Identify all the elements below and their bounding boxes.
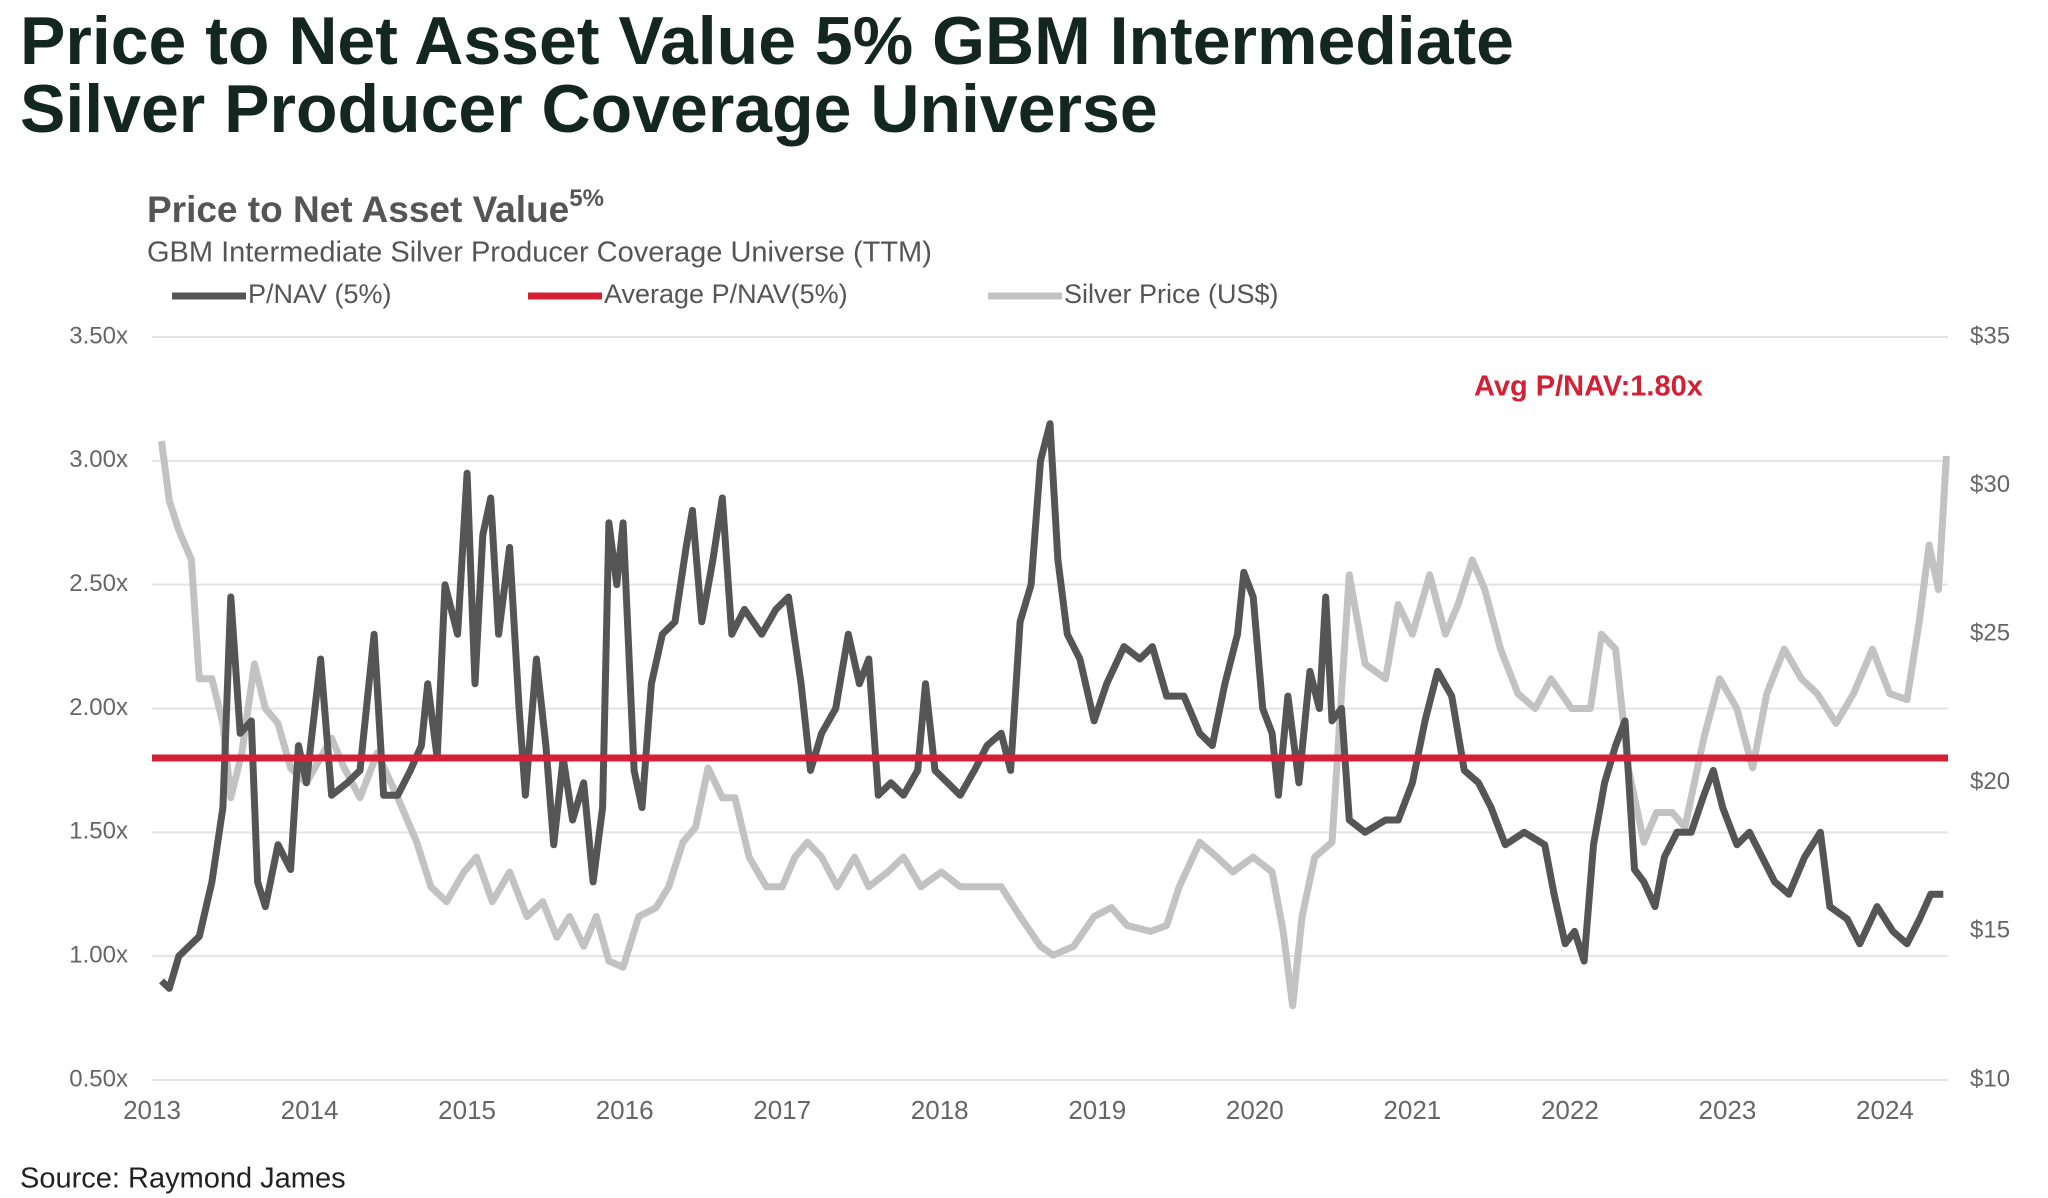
x-tick-label: 2022 bbox=[1541, 1095, 1599, 1125]
chart-title: Price to Net Asset Value5% bbox=[147, 185, 604, 229]
y-tick-label: 1.00x bbox=[69, 942, 128, 969]
y-tick-label: 3.50x bbox=[69, 322, 128, 349]
x-tick-label: 2021 bbox=[1383, 1095, 1441, 1125]
x-tick-label: 2018 bbox=[911, 1095, 969, 1125]
y-tick-label: 1.50x bbox=[69, 818, 128, 845]
y-tick-label: 2.00x bbox=[69, 694, 128, 721]
y-tick-label: 0.50x bbox=[69, 1065, 128, 1092]
y-tick-label: 2.50x bbox=[69, 570, 128, 597]
series-line bbox=[158, 440, 1950, 1010]
source: Source: Raymond James bbox=[20, 1163, 346, 1195]
chart-subtitle: GBM Intermediate Silver Producer Coverag… bbox=[147, 237, 932, 269]
x-tick-label: 2020 bbox=[1226, 1095, 1284, 1125]
x-tick-label: 2013 bbox=[123, 1095, 181, 1125]
chart-title-superscript: 5% bbox=[569, 185, 604, 212]
x-tick-label: 2017 bbox=[753, 1095, 811, 1125]
y-tick-label: 3.00x bbox=[69, 446, 128, 473]
x-tick-label: 2019 bbox=[1068, 1095, 1126, 1125]
annotation: Avg P/NAV:1.80x bbox=[1474, 371, 1703, 403]
y2-tick-label: $25 bbox=[1970, 620, 2010, 647]
y2-tick-label: $35 bbox=[1970, 322, 2010, 349]
page-title: Price to Net Asset Value 5% GBM Intermed… bbox=[20, 3, 1514, 79]
x-tick-label: 2024 bbox=[1856, 1095, 1914, 1125]
x-tick-label: 2014 bbox=[281, 1095, 339, 1125]
page-title: Silver Producer Coverage Universe bbox=[20, 71, 1158, 147]
legend-label: Silver Price (US$) bbox=[1064, 279, 1279, 309]
legend-label: P/NAV (5%) bbox=[248, 279, 392, 309]
series-line bbox=[159, 420, 1944, 992]
y2-tick-label: $15 bbox=[1970, 917, 2010, 944]
y2-tick-label: $30 bbox=[1970, 471, 2010, 498]
y2-tick-label: $10 bbox=[1970, 1065, 2010, 1092]
x-tick-label: 2015 bbox=[438, 1095, 496, 1125]
legend-label: Average P/NAV(5%) bbox=[604, 279, 848, 309]
chart-title-text: Price to Net Asset Value bbox=[147, 189, 569, 230]
x-tick-label: 2016 bbox=[596, 1095, 654, 1125]
x-tick-label: 2023 bbox=[1699, 1095, 1757, 1125]
y2-tick-label: $20 bbox=[1970, 768, 2010, 795]
